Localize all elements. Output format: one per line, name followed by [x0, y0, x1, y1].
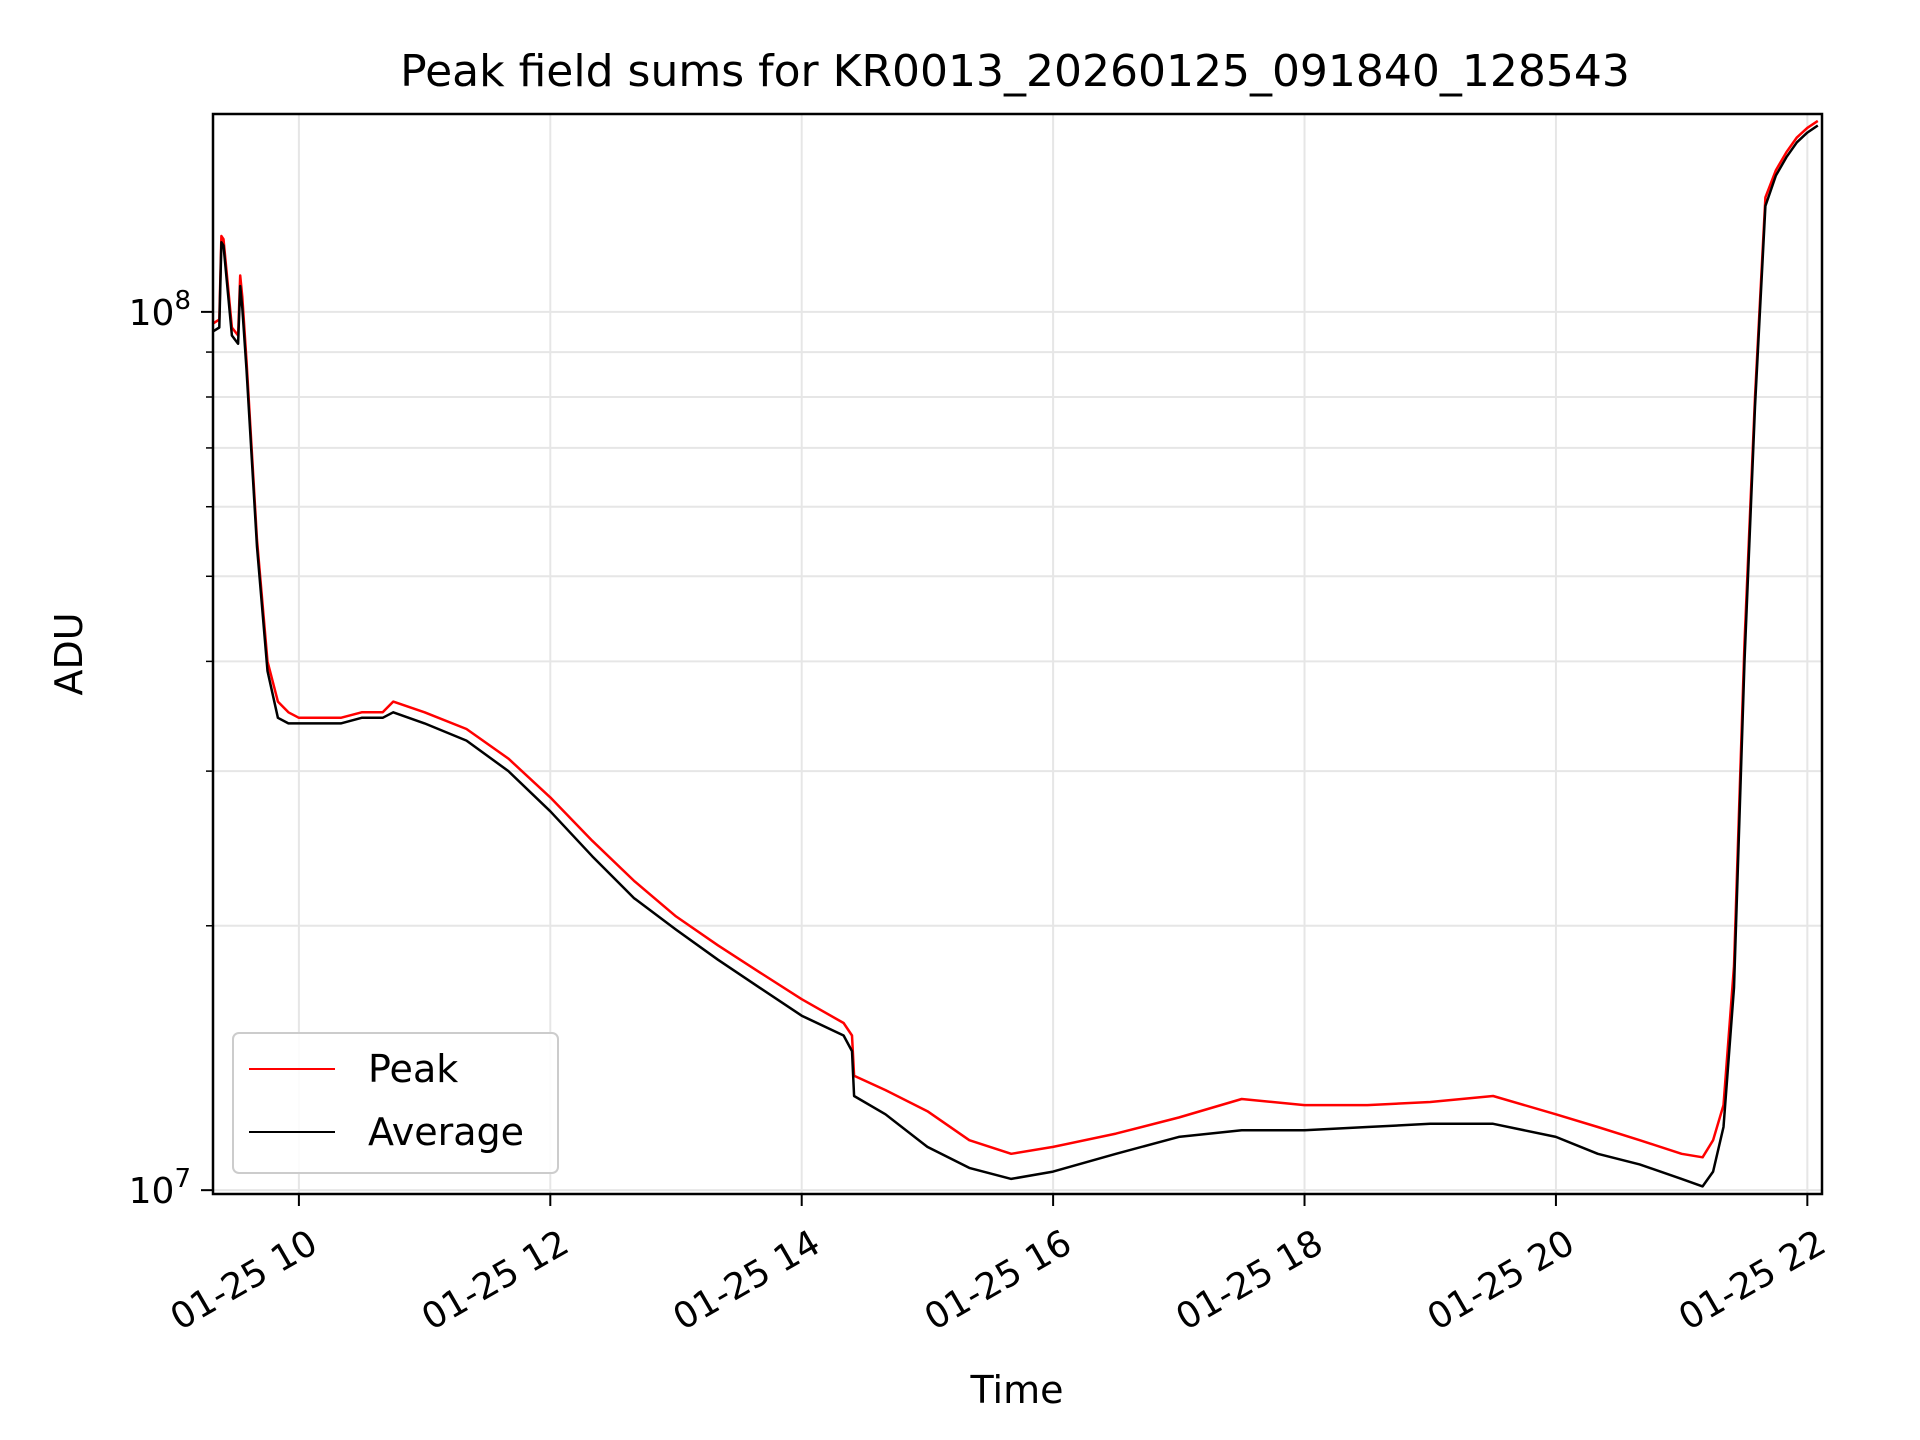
y-tick-label-exponent: 8 [174, 286, 191, 316]
grid [213, 114, 1822, 1194]
plot-series [212, 119, 1819, 1188]
plot-frame [211, 112, 1824, 1196]
y-axis-label: ADU [47, 612, 91, 695]
y-tick-label-exponent: 7 [174, 1164, 191, 1194]
legend-label-average: Average [368, 1110, 524, 1154]
y-tick-label: 108 [129, 286, 191, 334]
series-line-average [212, 124, 1819, 1188]
y-tick-label-base: 10 [129, 293, 175, 334]
legend-label-peak: Peak [368, 1047, 458, 1091]
chart-title: Peak field sums for KR0013_20260125_0918… [400, 46, 1630, 97]
legend: Peak Average [232, 1032, 559, 1174]
y-tick-label: 107 [129, 1164, 191, 1212]
x-axis-label: Time [970, 1368, 1064, 1412]
y-tick-label-base: 10 [129, 1171, 175, 1212]
